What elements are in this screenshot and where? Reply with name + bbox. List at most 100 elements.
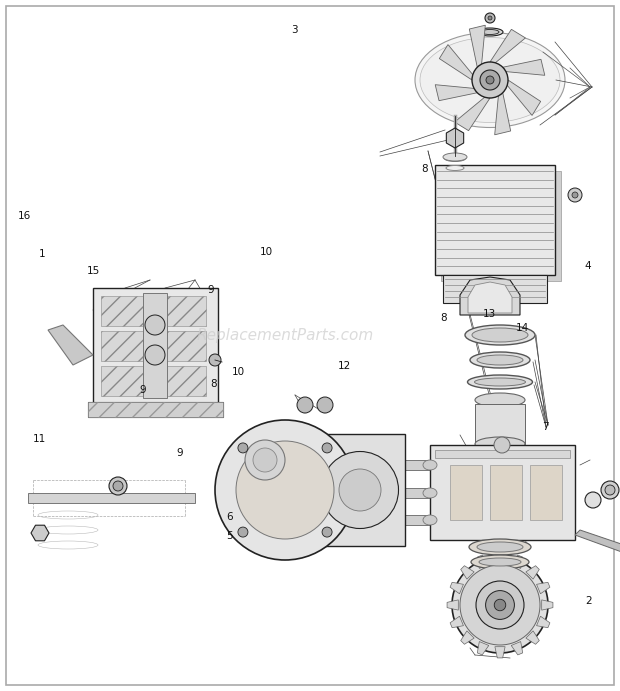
Bar [88, 402, 223, 417]
Text: ReplacementParts.com: ReplacementParts.com [197, 328, 374, 343]
Polygon shape [495, 93, 511, 135]
Circle shape [480, 70, 500, 90]
Polygon shape [536, 616, 550, 627]
Text: 10: 10 [232, 367, 246, 377]
Text: 8: 8 [211, 379, 217, 388]
Text: 12: 12 [337, 361, 351, 371]
Ellipse shape [467, 375, 533, 389]
Circle shape [485, 13, 495, 23]
Ellipse shape [415, 32, 565, 128]
Ellipse shape [477, 355, 523, 365]
Text: 14: 14 [515, 323, 529, 333]
Circle shape [568, 188, 582, 202]
Polygon shape [446, 128, 464, 148]
Ellipse shape [423, 515, 437, 525]
Ellipse shape [444, 155, 466, 162]
Text: 15: 15 [86, 266, 100, 276]
Text: 7: 7 [542, 422, 549, 432]
Ellipse shape [333, 488, 347, 498]
Polygon shape [461, 631, 474, 644]
Circle shape [486, 76, 494, 84]
Bar [156, 296, 206, 326]
Polygon shape [526, 631, 539, 644]
Polygon shape [575, 530, 620, 555]
Polygon shape [435, 85, 477, 101]
Ellipse shape [481, 30, 499, 35]
Text: 16: 16 [18, 211, 32, 220]
Ellipse shape [338, 515, 352, 525]
Polygon shape [536, 583, 550, 594]
Circle shape [209, 354, 221, 366]
Bar [101, 331, 151, 361]
Ellipse shape [475, 437, 525, 451]
Bar [315, 434, 405, 546]
Circle shape [339, 469, 381, 511]
Text: 4: 4 [585, 261, 591, 271]
Text: 5: 5 [226, 531, 232, 540]
Polygon shape [469, 25, 485, 67]
Ellipse shape [475, 393, 525, 407]
Text: 1: 1 [39, 249, 45, 259]
Ellipse shape [477, 28, 503, 36]
Circle shape [460, 565, 540, 645]
Circle shape [452, 557, 548, 653]
Bar [101, 296, 151, 326]
Circle shape [488, 16, 492, 20]
Ellipse shape [420, 37, 560, 122]
Bar [345, 515, 430, 525]
Ellipse shape [448, 156, 462, 160]
Circle shape [215, 420, 355, 560]
Polygon shape [48, 325, 93, 365]
Circle shape [485, 591, 515, 619]
Circle shape [145, 345, 165, 365]
Ellipse shape [338, 460, 352, 470]
Bar [530, 465, 562, 520]
Bar [443, 275, 547, 303]
Circle shape [605, 485, 615, 495]
Circle shape [322, 527, 332, 537]
Text: 9: 9 [140, 386, 146, 395]
Text: 10: 10 [260, 247, 273, 257]
Circle shape [572, 192, 578, 198]
Bar [340, 488, 430, 498]
Polygon shape [542, 600, 553, 610]
Text: 9: 9 [208, 285, 214, 295]
Polygon shape [490, 29, 525, 63]
Circle shape [236, 441, 334, 539]
Polygon shape [454, 97, 490, 131]
Bar [156, 331, 206, 361]
Ellipse shape [472, 328, 528, 342]
Circle shape [238, 527, 248, 537]
Circle shape [476, 581, 524, 629]
Circle shape [253, 448, 277, 472]
Polygon shape [450, 616, 463, 627]
Bar [143, 293, 167, 398]
Polygon shape [495, 552, 505, 563]
Polygon shape [460, 277, 520, 315]
Ellipse shape [479, 558, 521, 566]
Circle shape [317, 397, 333, 413]
Text: 3: 3 [291, 25, 298, 35]
Text: 2: 2 [586, 596, 592, 606]
Polygon shape [477, 555, 489, 569]
Circle shape [322, 443, 332, 453]
Bar [156, 366, 206, 396]
Ellipse shape [471, 555, 529, 569]
Text: 9: 9 [177, 448, 183, 457]
Polygon shape [477, 641, 489, 655]
Ellipse shape [474, 378, 526, 386]
Circle shape [113, 481, 123, 491]
Circle shape [585, 492, 601, 508]
Ellipse shape [469, 539, 531, 555]
Polygon shape [507, 80, 541, 115]
Polygon shape [450, 583, 463, 594]
Text: 8: 8 [440, 313, 446, 323]
Bar [28, 493, 195, 503]
Ellipse shape [443, 153, 467, 161]
Bar [435, 165, 555, 275]
Bar [345, 460, 430, 470]
Polygon shape [503, 59, 545, 75]
Text: 6: 6 [226, 512, 232, 522]
Polygon shape [495, 647, 505, 658]
Ellipse shape [446, 166, 464, 171]
